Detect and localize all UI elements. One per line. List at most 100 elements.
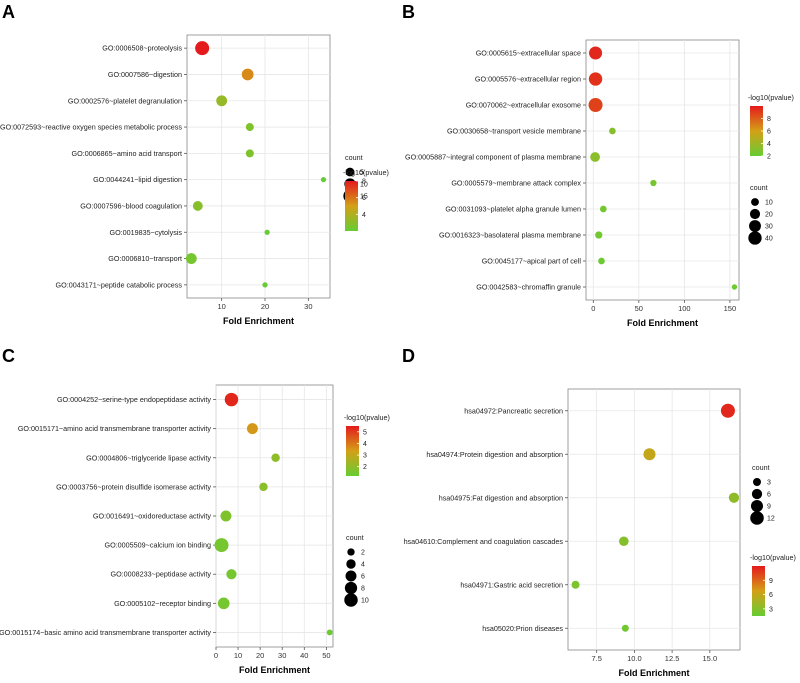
x-tick-label: 10 bbox=[217, 302, 225, 311]
panel-C: C 0 10 20 30 40 50 GO:0004252~serine-type endo… bbox=[0, 346, 390, 675]
term-label: GO:0008233~peptidase activity bbox=[111, 570, 212, 579]
color-legend-title: -log10(pvalue) bbox=[343, 168, 389, 177]
color-legend-label: 8 bbox=[767, 116, 771, 123]
data-point bbox=[731, 284, 738, 290]
data-point bbox=[643, 448, 656, 461]
data-point bbox=[245, 123, 254, 132]
count-legend-dot bbox=[750, 499, 764, 513]
count-legend-label: 30 bbox=[765, 224, 773, 231]
x-axis-label: Fold Enrichment bbox=[223, 316, 294, 326]
x-tick-label: 15.0 bbox=[703, 654, 718, 663]
count-legend-dot bbox=[749, 208, 761, 220]
count-legend-label: 3 bbox=[767, 480, 771, 487]
color-legend-label: 4 bbox=[362, 212, 366, 219]
data-point bbox=[588, 98, 603, 112]
data-point bbox=[621, 624, 629, 632]
count-legend-label: 2 bbox=[361, 550, 365, 557]
term-label: GO:0005615~extracellular space bbox=[476, 49, 581, 58]
data-point bbox=[320, 177, 327, 183]
term-label: GO:0019835~cytolysis bbox=[109, 228, 182, 237]
data-point bbox=[619, 536, 629, 547]
color-legend-label: 6 bbox=[767, 129, 771, 136]
term-label: GO:0043171~peptide catabolic process bbox=[56, 280, 183, 289]
count-legend-title: count bbox=[345, 153, 363, 162]
term-label: GO:0042583~chromaffin granule bbox=[476, 283, 581, 292]
count-legend-dot bbox=[344, 593, 358, 607]
x-tick-label: 40 bbox=[300, 651, 308, 660]
term-label: hsa04971:Gastric acid secretion bbox=[460, 580, 563, 589]
term-label: GO:0016323~basolateral plasma membrane bbox=[439, 231, 581, 240]
color-legend-label: 8 bbox=[362, 179, 366, 186]
data-point bbox=[185, 253, 197, 264]
x-tick-label: 0 bbox=[214, 651, 218, 660]
term-label: GO:0005887~integral component of plasma … bbox=[405, 153, 581, 162]
data-point bbox=[259, 482, 268, 492]
term-label: hsa04972:Pancreatic secretion bbox=[464, 406, 563, 415]
x-tick-label: 30 bbox=[304, 302, 312, 311]
term-label: GO:0007596~blood coagulation bbox=[80, 201, 182, 210]
count-legend-dot bbox=[751, 198, 759, 206]
color-legend-label: 4 bbox=[363, 441, 367, 448]
color-legend-bar bbox=[752, 566, 765, 616]
term-label: GO:0015174~basic amino acid transmembran… bbox=[0, 628, 211, 637]
x-tick-label: 10.0 bbox=[627, 654, 642, 663]
data-point bbox=[216, 95, 228, 107]
count-legend-label: 5 bbox=[360, 170, 364, 177]
term-label: GO:0070062~extracellular exosome bbox=[466, 101, 581, 110]
data-point bbox=[264, 229, 270, 235]
count-legend-label: 4 bbox=[361, 562, 365, 569]
count-legend-label: 10 bbox=[360, 182, 368, 189]
term-label: GO:0044241~lipid digestion bbox=[93, 175, 182, 184]
term-label: GO:0072593~reactive oxygen species metab… bbox=[0, 123, 182, 132]
color-legend-title: -log10(pvalue) bbox=[750, 553, 796, 562]
term-label: GO:0006508~proteolysis bbox=[102, 44, 182, 53]
panel-letter-D: D bbox=[402, 346, 415, 366]
term-label: hsa05020:Prion diseases bbox=[482, 624, 563, 633]
data-point bbox=[214, 538, 229, 553]
color-legend-label: 6 bbox=[769, 592, 773, 599]
data-point bbox=[595, 231, 603, 239]
data-point bbox=[571, 580, 580, 589]
term-label: GO:0016491~oxidoreductase activity bbox=[93, 512, 211, 521]
count-legend-dot bbox=[750, 511, 764, 525]
data-point bbox=[220, 510, 232, 522]
count-legend-dot bbox=[748, 231, 762, 245]
data-point bbox=[226, 569, 237, 580]
x-axis-label: Fold Enrichment bbox=[239, 665, 310, 675]
color-legend-label: 3 bbox=[769, 606, 773, 613]
term-label: GO:0045177~apical part of cell bbox=[482, 257, 582, 266]
term-label: GO:0031093~platelet alpha granule lumen bbox=[445, 205, 581, 214]
count-legend-label: 20 bbox=[765, 212, 773, 219]
count-legend-label: 15 bbox=[360, 194, 368, 201]
color-legend-label: 2 bbox=[767, 154, 771, 161]
term-label: GO:0015171~amino acid transmembrane tran… bbox=[18, 424, 212, 433]
x-tick-label: 0 bbox=[591, 304, 595, 313]
data-point bbox=[720, 403, 735, 418]
x-tick-label: 7.5 bbox=[591, 654, 601, 663]
color-legend-bar bbox=[346, 426, 359, 476]
data-point bbox=[326, 629, 333, 636]
data-point bbox=[598, 257, 605, 265]
panel-B: B 0 50 100 150 GO:0005615~extracellular spac… bbox=[402, 2, 794, 328]
x-tick-label: 20 bbox=[256, 651, 264, 660]
term-label: GO:0007586~digestion bbox=[108, 70, 182, 79]
x-axis-label: Fold Enrichment bbox=[618, 668, 689, 678]
count-legend-label: 6 bbox=[361, 574, 365, 581]
count-legend-dot bbox=[347, 548, 355, 556]
count-legend-label: 8 bbox=[361, 586, 365, 593]
x-tick-label: 50 bbox=[322, 651, 330, 660]
term-label: hsa04975:Fat digestion and absorption bbox=[439, 493, 563, 502]
count-legend-title: count bbox=[750, 183, 768, 192]
term-label: GO:0003756~protein disulfide isomerase a… bbox=[56, 482, 211, 491]
color-legend-bar bbox=[345, 181, 358, 231]
term-label: GO:0005579~membrane attack complex bbox=[451, 179, 581, 188]
color-legend-title: -log10(pvalue) bbox=[344, 413, 390, 422]
data-point bbox=[262, 282, 268, 288]
panel-A: A 10 20 30 GO:0006508~proteolysis GO:0007586… bbox=[0, 2, 389, 326]
color-legend-label: 5 bbox=[363, 429, 367, 436]
count-legend-title: count bbox=[346, 533, 364, 542]
x-tick-label: 20 bbox=[261, 302, 269, 311]
data-point bbox=[589, 46, 603, 60]
data-point bbox=[245, 149, 254, 158]
data-point bbox=[246, 423, 258, 435]
